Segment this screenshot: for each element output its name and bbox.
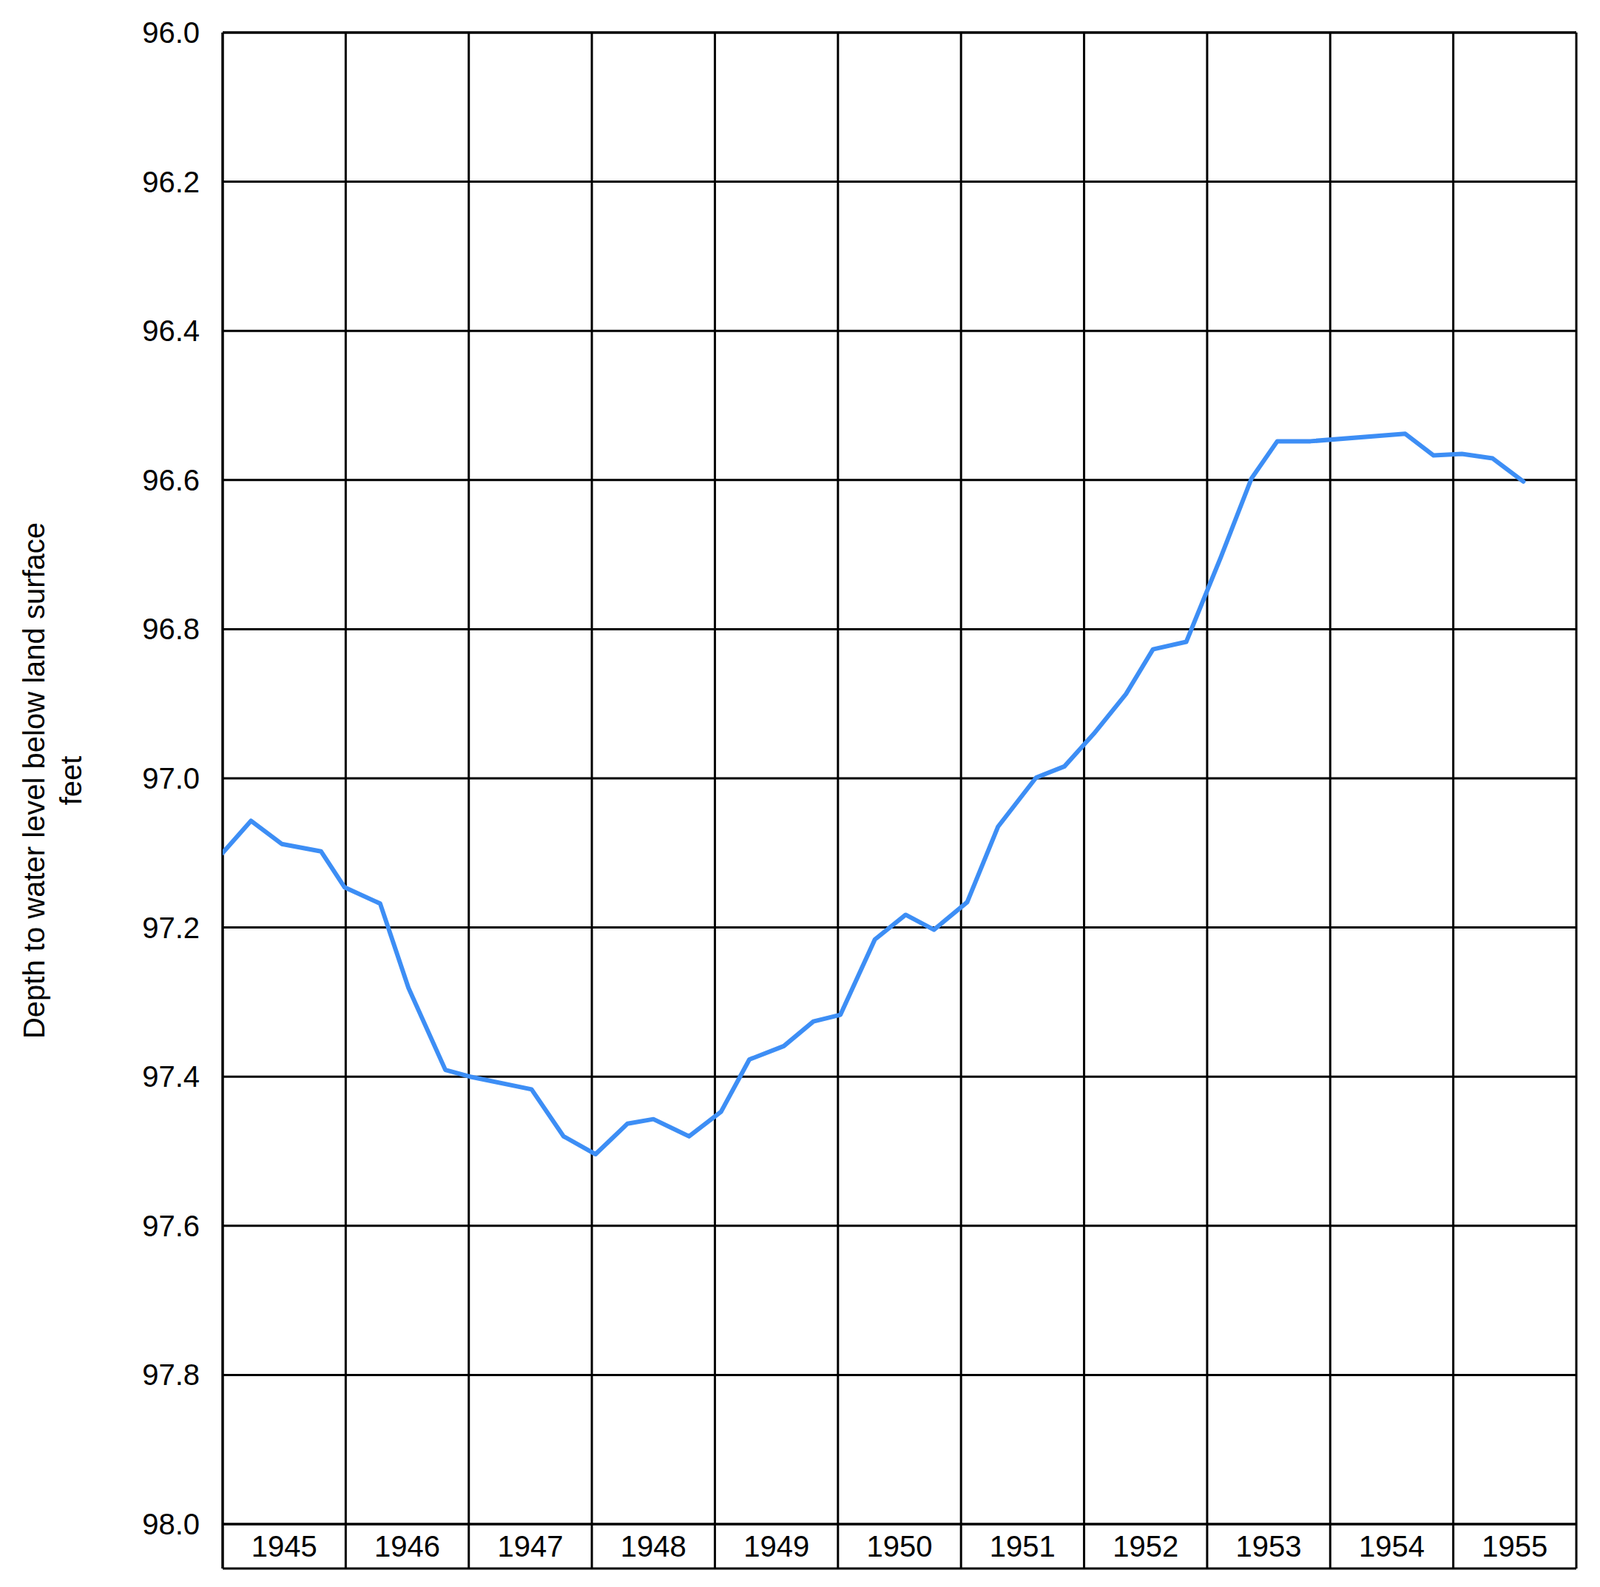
grid-line-x (1329, 32, 1332, 1569)
frame (222, 31, 1577, 35)
grid-line-y (222, 1075, 1577, 1078)
y-tick-label: 96.0 (142, 16, 200, 49)
y-tick-label: 96.4 (142, 314, 200, 347)
grid-line-y (222, 1373, 1577, 1376)
chart: 96.0 96.2 96.4 96.6 96.8 97.0 97.2 97.4 97.6 97.8… (0, 0, 1600, 1587)
y-tick-label: 97.4 (142, 1060, 200, 1093)
grid-line-y (222, 180, 1577, 183)
plot-area (222, 433, 1524, 1154)
data-line (222, 433, 1524, 1154)
x-label-box (222, 1567, 1577, 1570)
x-tick-label: 1951 (989, 1529, 1056, 1563)
x-tick-label: 1955 (1481, 1529, 1548, 1563)
y-axis-label-line: feet (54, 755, 88, 806)
grid-line-x (591, 32, 594, 1569)
y-tick-label: 96.6 (142, 463, 200, 497)
grid-line-x (1082, 32, 1086, 1569)
grid-line-x (836, 32, 839, 1569)
x-tick-label: 1952 (1112, 1529, 1179, 1563)
frame (221, 32, 225, 1569)
y-tick-label: 97.2 (142, 911, 200, 944)
y-axis-label: Depth to water level below land surfacef… (17, 522, 88, 1039)
grid-line-y (222, 478, 1577, 481)
x-tick-label: 1945 (251, 1529, 318, 1563)
grid-line-x (713, 32, 717, 1569)
y-tick-label: 98.0 (142, 1507, 200, 1541)
y-axis-label-line: Depth to water level below land surface (17, 522, 51, 1039)
grid-line-y (222, 926, 1577, 929)
grid-line-y (222, 31, 1577, 35)
y-tick-label: 97.6 (142, 1209, 200, 1242)
grid-line-x (960, 32, 963, 1569)
frame (1575, 32, 1578, 1569)
x-tick-label: 1946 (374, 1529, 441, 1563)
x-tick-label: 1950 (866, 1529, 933, 1563)
y-tick-label: 96.8 (142, 612, 200, 646)
y-tick-label: 96.2 (142, 165, 200, 199)
frame (222, 1523, 1577, 1526)
grid-line-x (467, 32, 470, 1569)
x-tick-label: 1947 (497, 1529, 563, 1563)
grid-line-x (221, 32, 225, 1569)
x-tick-label: 1954 (1358, 1529, 1425, 1563)
y-tick-label: 97.0 (142, 761, 200, 795)
grid-line-x (1205, 32, 1208, 1569)
grid-line-y (222, 777, 1577, 780)
x-tick-label: 1953 (1236, 1529, 1302, 1563)
grid-line-y (222, 329, 1577, 333)
grid-line-y (222, 1224, 1577, 1227)
grid-line-x (1452, 32, 1455, 1569)
x-tick-label: 1949 (743, 1529, 810, 1563)
grid-line-x (344, 32, 347, 1569)
x-tick-label: 1948 (620, 1529, 687, 1563)
grid-line-y (222, 628, 1577, 631)
grid-line-y (222, 1523, 1577, 1526)
y-tick-label: 97.8 (142, 1358, 200, 1391)
